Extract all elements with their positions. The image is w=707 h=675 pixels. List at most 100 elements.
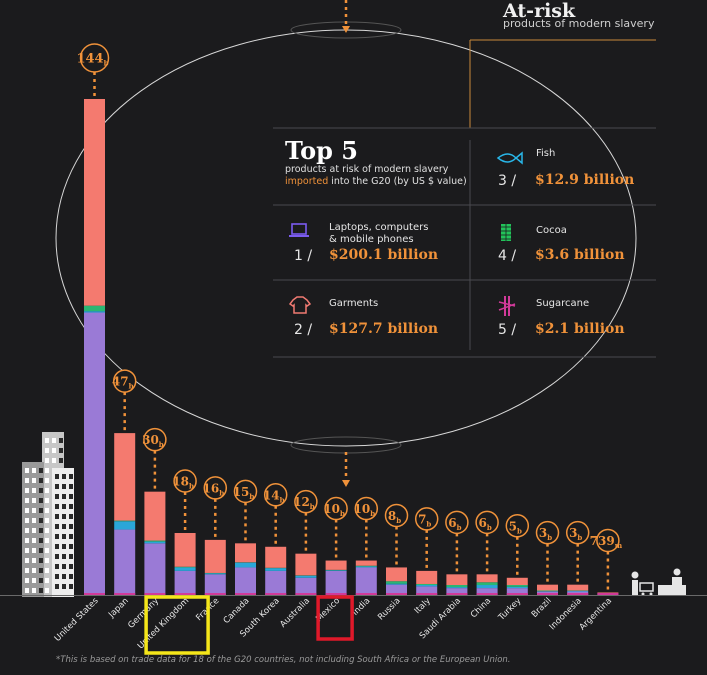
bar-segment [446,574,468,586]
building-window [32,558,36,563]
building-window [55,504,59,509]
building-window [55,524,59,529]
value-bubble [505,514,530,538]
building-window [39,578,43,583]
building-window [62,544,66,549]
value-label: 12b [293,495,315,511]
building-window [59,438,63,443]
product-2-name: Garments [329,298,379,309]
product-1-value: $200.1 billion [329,247,439,263]
building-window [52,448,56,453]
value-bubble [112,369,137,393]
bar-base-segment [295,593,317,595]
building-window [39,528,43,533]
building-window [55,584,59,589]
product-1-rank: 1 / [294,248,313,264]
bar-segment [537,584,558,591]
bar-base-segment [355,593,377,595]
bar-segment [84,99,105,306]
bar-segment [446,587,468,589]
building-window [25,498,29,503]
building-window [59,448,63,453]
value-bubble [565,520,590,545]
building-window [39,558,43,563]
building-window [39,478,43,483]
bar-group [537,584,558,595]
building-window [32,498,36,503]
bar-segment [446,588,468,595]
building-window [39,568,43,573]
bar-group [84,99,105,595]
building-window [55,474,59,479]
building-window [45,458,49,463]
top5-subtitle-line2: imported into the G20 (by US $ value) [285,176,467,187]
bar-segment [295,553,317,576]
bar-base-segment [597,593,619,595]
building-window [45,438,49,443]
bar-segment [537,590,558,592]
country-label: India [351,596,373,618]
bar-segment [325,570,347,571]
building-window [32,478,36,483]
country-label: Italy [413,596,433,616]
building-window [59,458,63,463]
bar-segment [174,570,196,595]
country-label: Canada [222,596,252,626]
building-window [69,564,73,569]
product-5-value: $2.1 billion [535,321,625,337]
value-label: 18b [172,475,194,491]
bar-segment [114,433,136,521]
bar-base-segment [144,593,166,595]
bar-base-segment [416,593,438,595]
highlight-box [316,595,354,641]
bar-segment [506,585,528,587]
bar-group [144,491,166,595]
bar-group [325,560,347,595]
building-window [32,538,36,543]
building-window [45,518,49,523]
value-bubble [203,476,228,500]
bar-segment [416,585,438,587]
bar-segment [416,570,438,584]
bar-base-segment [446,593,468,595]
country-label: Russia [376,596,402,622]
bar-segment [355,565,377,567]
building-window [45,568,49,573]
product-1-name: Laptops, computers & mobile phones [329,222,429,245]
product-5-name: Sugarcane [536,298,590,309]
bar-segment [386,567,407,582]
top5-title: Top 5 [285,136,358,165]
bar-segment [84,312,105,595]
value-bubble [173,469,197,493]
panel-subtitle: products of modern slavery [503,17,655,30]
bar-group [506,577,528,595]
building-window [45,538,49,543]
bar-group [295,553,317,595]
building-window [25,468,29,473]
building-window [25,528,29,533]
value-bubble [535,520,560,545]
building-window [69,494,73,499]
bar-base-segment [386,593,407,595]
bar-segment [174,566,196,568]
building-window [45,528,49,533]
product-3-name: Fish [536,148,556,159]
value-label: 16b [202,481,224,497]
value-bubble [384,503,409,528]
bar-segment [144,491,166,541]
building-window [69,474,73,479]
bar-segment [295,575,317,578]
building-window [62,564,66,569]
building-window [55,544,59,549]
country-label: Australia [278,596,312,630]
building-window [25,588,29,593]
highlight-box [144,595,210,655]
building-window [39,488,43,493]
building-window [45,488,49,493]
value-label: 15b [233,485,255,501]
product-2-rank: 2 / [294,322,313,338]
bar-segment [265,546,287,568]
bar-group [476,574,498,595]
bar-segment [235,562,256,568]
